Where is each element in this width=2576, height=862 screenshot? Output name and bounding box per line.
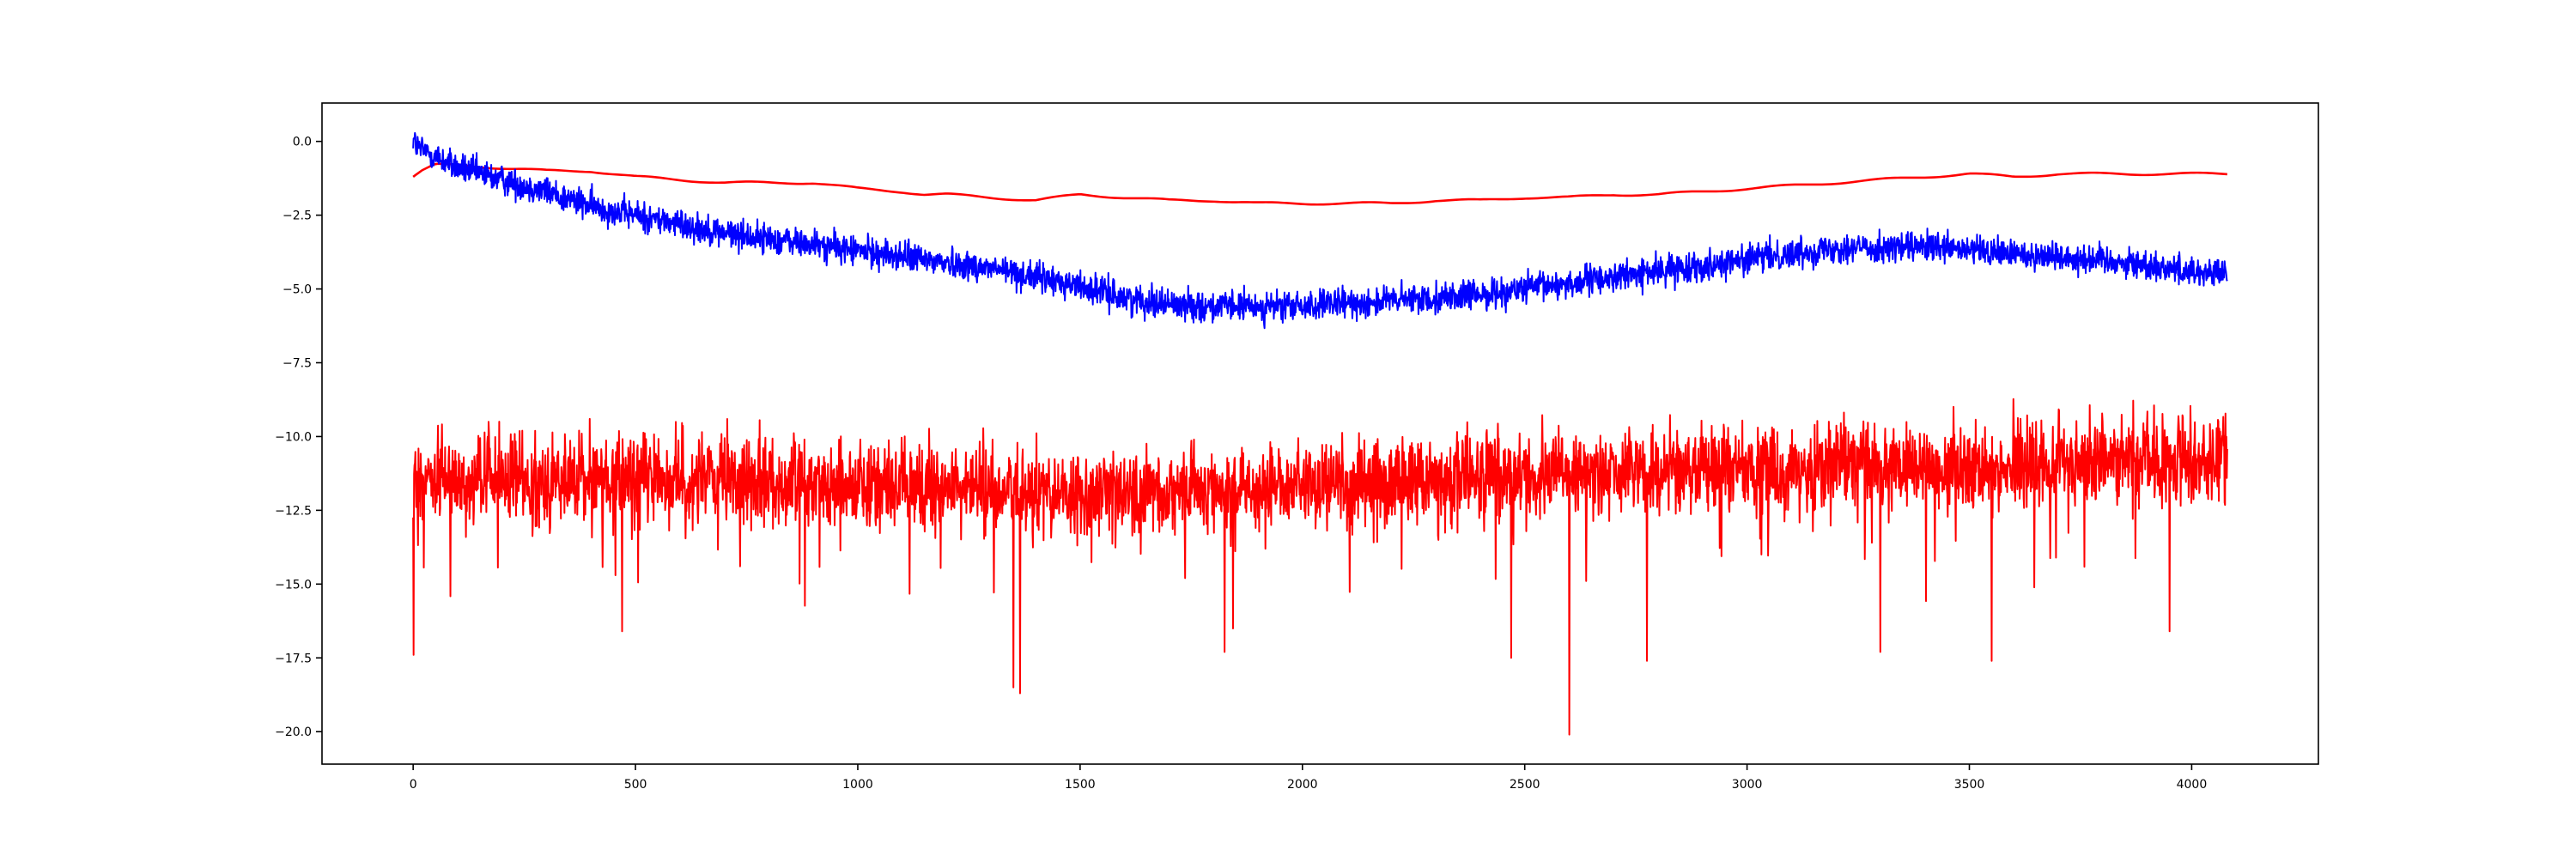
y-tick-label: −15.0	[275, 578, 312, 592]
y-tick-label: −10.0	[275, 430, 312, 444]
x-tick-label: 3500	[1954, 778, 1985, 792]
series-line-2	[412, 131, 2228, 330]
x-tick-label: 2000	[1287, 778, 1318, 792]
y-tick-label: −17.5	[275, 652, 312, 665]
x-tick-label: 4000	[2177, 778, 2208, 792]
x-axis: 0 500 1000 1500 2000 2500 3000 3500 4000	[410, 764, 2208, 792]
y-tick-label: 0.0	[293, 136, 312, 149]
x-tick-label: 0	[410, 778, 417, 792]
axes-frame	[321, 102, 2319, 765]
y-tick-label: −12.5	[275, 504, 312, 518]
y-tick-label: −2.5	[283, 209, 312, 223]
y-tick-label: −5.0	[283, 283, 312, 297]
x-tick-label: 1000	[842, 778, 873, 792]
series-layer	[412, 131, 2228, 736]
y-tick-label: −20.0	[275, 725, 312, 739]
series-line-1	[412, 162, 2227, 206]
series-line-3	[412, 398, 2228, 736]
x-tick-label: 500	[624, 778, 647, 792]
x-tick-label: 3000	[1732, 778, 1763, 792]
y-axis: 0.0 −2.5 −5.0 −7.5 −10.0 −12.5 −15.0 −17.5 −20.0	[275, 136, 322, 739]
y-tick-label: −7.5	[283, 357, 312, 371]
x-tick-label: 1500	[1065, 778, 1096, 792]
x-tick-label: 2500	[1510, 778, 1540, 792]
